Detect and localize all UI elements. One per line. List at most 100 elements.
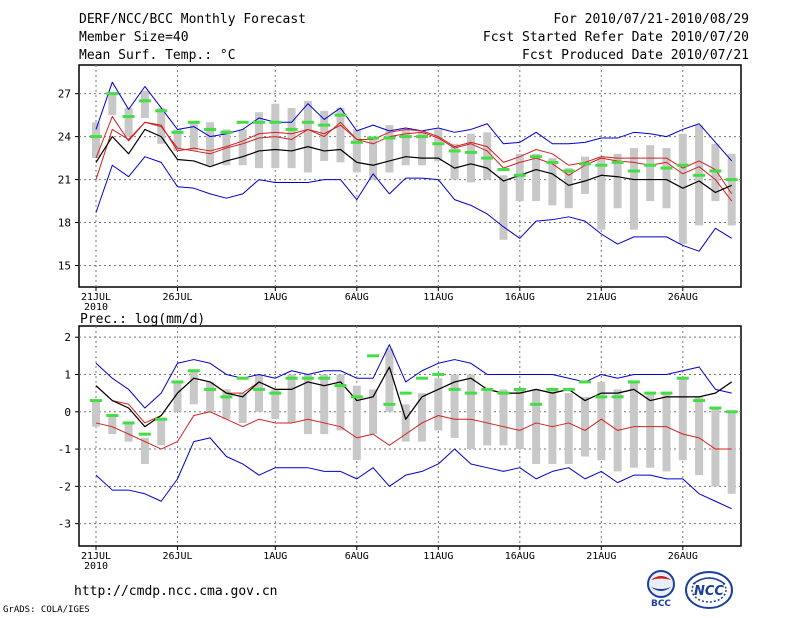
ensemble-box <box>222 389 231 420</box>
header-period: For 2010/07/21-2010/08/29 <box>553 12 749 27</box>
footer-credit: GrADS: COLA/IGES <box>3 605 90 615</box>
ensemble-max-line <box>95 437 732 510</box>
ensemble-box <box>303 374 312 435</box>
ensemble-min-line <box>95 344 732 409</box>
ensemble-box <box>189 370 198 405</box>
ensemble-box <box>711 408 720 487</box>
ensemble-box <box>629 148 638 230</box>
ensemble-box <box>581 156 589 194</box>
ensemble-box <box>646 393 655 468</box>
y-tick-label: -2 <box>58 480 71 493</box>
ensemble-box <box>418 393 426 442</box>
ensemble-box <box>499 389 508 446</box>
y-tick-label: 1 <box>64 368 71 381</box>
ensemble-mean-line <box>95 128 732 194</box>
header-title: DERF/NCC/BCC Monthly Forecast <box>79 12 306 27</box>
x-tick-label: 26AUG <box>668 551 698 562</box>
ensemble-min-line <box>95 81 733 162</box>
ensemble-box <box>466 374 475 450</box>
ensemble-box <box>450 374 459 438</box>
ensemble-box <box>434 378 443 431</box>
ensemble-box <box>287 107 296 169</box>
ensemble-box <box>320 110 329 161</box>
y-tick-label: 24 <box>58 131 72 144</box>
x-year-label: 2010 <box>84 302 108 313</box>
ensemble-box <box>483 389 492 446</box>
ensemble-box <box>206 381 215 412</box>
ensemble-box <box>352 129 361 173</box>
x-year-label: 2010 <box>84 561 108 572</box>
temperature-panel: 15 18 21 24 27 21JUL 26JUL 1AUG 6AUG 11AUG 16AUG 21… <box>58 64 742 313</box>
x-tick-label: 21JUL <box>81 292 111 303</box>
ensemble-box <box>255 112 263 169</box>
ensemble-box <box>124 422 133 442</box>
ensemble-box <box>352 385 361 461</box>
bcc-logo: BCC <box>647 570 675 608</box>
ensemble-box <box>532 389 541 464</box>
header-member-size: Member Size=40 <box>79 30 189 45</box>
ensemble-box <box>271 103 280 169</box>
ensemble-box <box>157 419 166 446</box>
footer-url[interactable]: http://cmdp.ncc.cma.gov.cn <box>74 584 278 599</box>
ensemble-box <box>369 389 378 435</box>
ensemble-box <box>466 133 475 183</box>
ensemble-box <box>499 175 508 240</box>
ensemble-box <box>581 396 589 457</box>
ensemble-mean-line <box>95 366 733 428</box>
ensemble-box <box>450 143 459 180</box>
ensemble-box <box>336 107 345 163</box>
precip-panel-title: Prec.: log(mm/d) <box>80 312 205 327</box>
ensemble-box <box>695 396 704 476</box>
x-tick-label: 16AUG <box>505 292 535 303</box>
ensemble-box <box>613 153 622 209</box>
x-tick-label: 6AUG <box>345 551 369 562</box>
ensemble-box <box>678 378 687 461</box>
ensemble-box <box>92 122 100 159</box>
x-tick-label: 26JUL <box>162 551 192 562</box>
ensemble-box <box>140 437 149 464</box>
ensemble-box <box>108 93 117 116</box>
ensemble-box <box>206 122 215 166</box>
ensemble-box <box>124 107 133 137</box>
x-tick-label: 6AUG <box>345 292 369 303</box>
header-produced-date: Fcst Produced Date 2010/07/21 <box>522 48 749 63</box>
x-tick-label: 21AUG <box>586 292 616 303</box>
ensemble-box <box>515 153 524 202</box>
x-tick-label: 11AUG <box>423 551 453 562</box>
y-tick-label: -1 <box>58 443 71 456</box>
plot-frame <box>78 325 742 547</box>
ensemble-box <box>385 125 394 173</box>
ensemble-box <box>108 415 117 435</box>
ensemble-box <box>303 100 312 173</box>
ensemble-box <box>92 400 100 427</box>
ensemble-box <box>564 168 573 209</box>
ensemble-box <box>255 374 263 412</box>
y-tick-label: 27 <box>58 88 71 101</box>
ensemble-box <box>515 389 524 450</box>
header-variable: Mean Surf. Temp.: °C <box>79 48 236 63</box>
ensemble-box <box>646 145 655 202</box>
spread-upper-line <box>95 411 732 450</box>
ensemble-box <box>662 148 671 209</box>
header-start-date: Fcst Started Refer Date 2010/07/20 <box>482 30 749 45</box>
ensemble-box <box>727 153 736 226</box>
ensemble-box <box>401 129 410 166</box>
ensemble-box <box>336 374 345 431</box>
ensemble-box <box>271 389 280 420</box>
x-tick-label: 21JUL <box>81 551 111 562</box>
y-tick-label: 18 <box>58 217 71 230</box>
ensemble-box <box>238 129 247 166</box>
ensemble-box <box>483 132 492 180</box>
ensemble-box <box>222 129 231 166</box>
y-tick-label: 15 <box>58 260 71 273</box>
x-tick-label: 11AUG <box>423 292 453 303</box>
precip-panel: -3 -2 -1 0 1 2 21JUL 26JUL 1AUG 6AUG 11AUG 16AUG 21A… <box>58 312 742 572</box>
ensemble-box <box>597 381 606 461</box>
spread-lower-line <box>95 116 733 195</box>
ensemble-box <box>287 374 296 423</box>
ensemble-box <box>564 393 573 464</box>
ensemble-box <box>418 130 426 166</box>
ensemble-box <box>189 122 198 151</box>
ensemble-box <box>532 153 541 202</box>
y-tick-label: 0 <box>64 406 71 419</box>
